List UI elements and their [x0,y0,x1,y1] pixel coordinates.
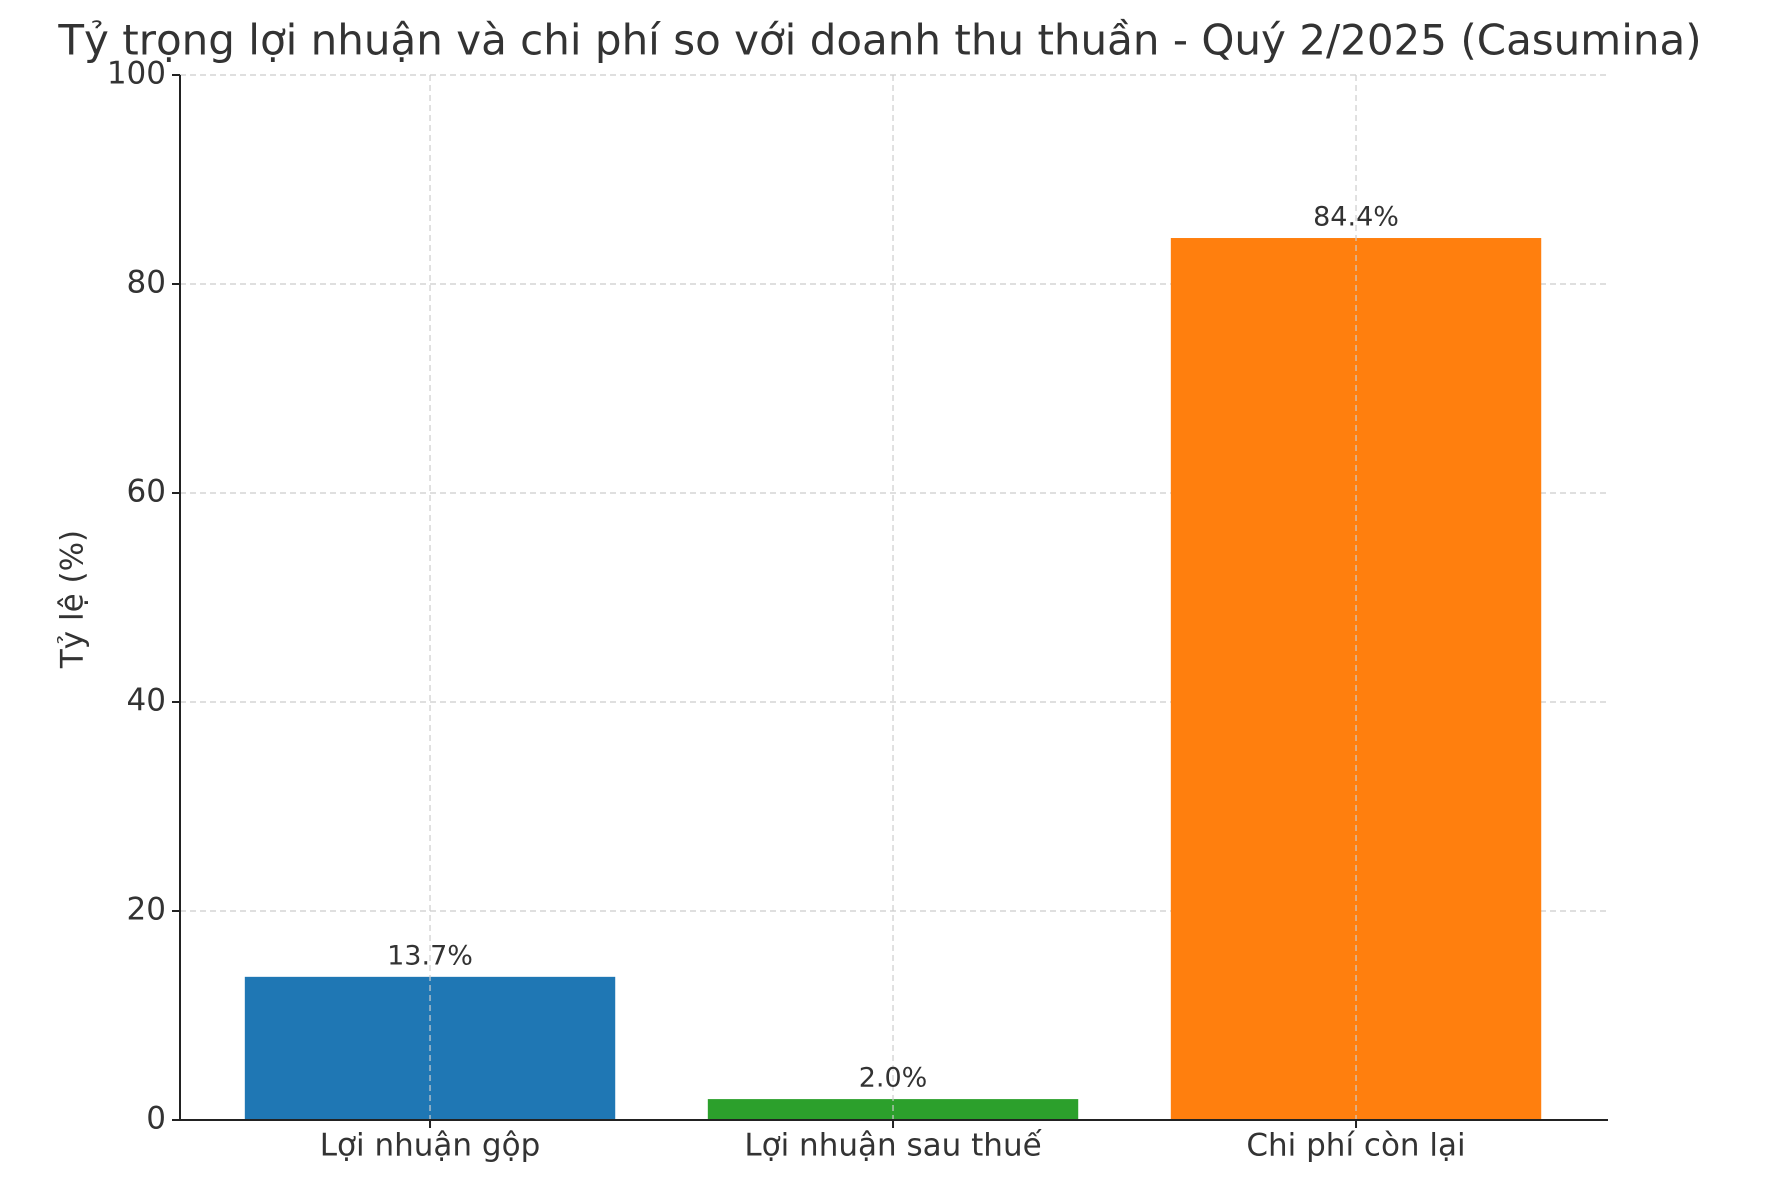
y-tick-label: 40 [127,683,166,719]
value-label: 84.4% [1313,202,1399,233]
value-label: 2.0% [859,1063,928,1094]
x-tick-label: Chi phí còn lại [1246,1128,1465,1164]
y-tick-label: 60 [127,474,166,510]
y-tick-label: 0 [146,1101,166,1137]
x-tick-label: Lợi nhuận gộp [320,1128,540,1164]
x-tick-label: Lợi nhuận sau thuế [744,1128,1042,1164]
y-tick-label: 80 [127,265,166,301]
y-tick-label: 20 [127,892,166,928]
y-tick-label: 100 [107,56,166,92]
value-label: 13.7% [387,940,473,971]
chart-title: Tỷ trọng lợi nhuận và chi phí so với doa… [57,16,1701,65]
y-axis-label: Tỷ lệ (%) [55,530,91,669]
